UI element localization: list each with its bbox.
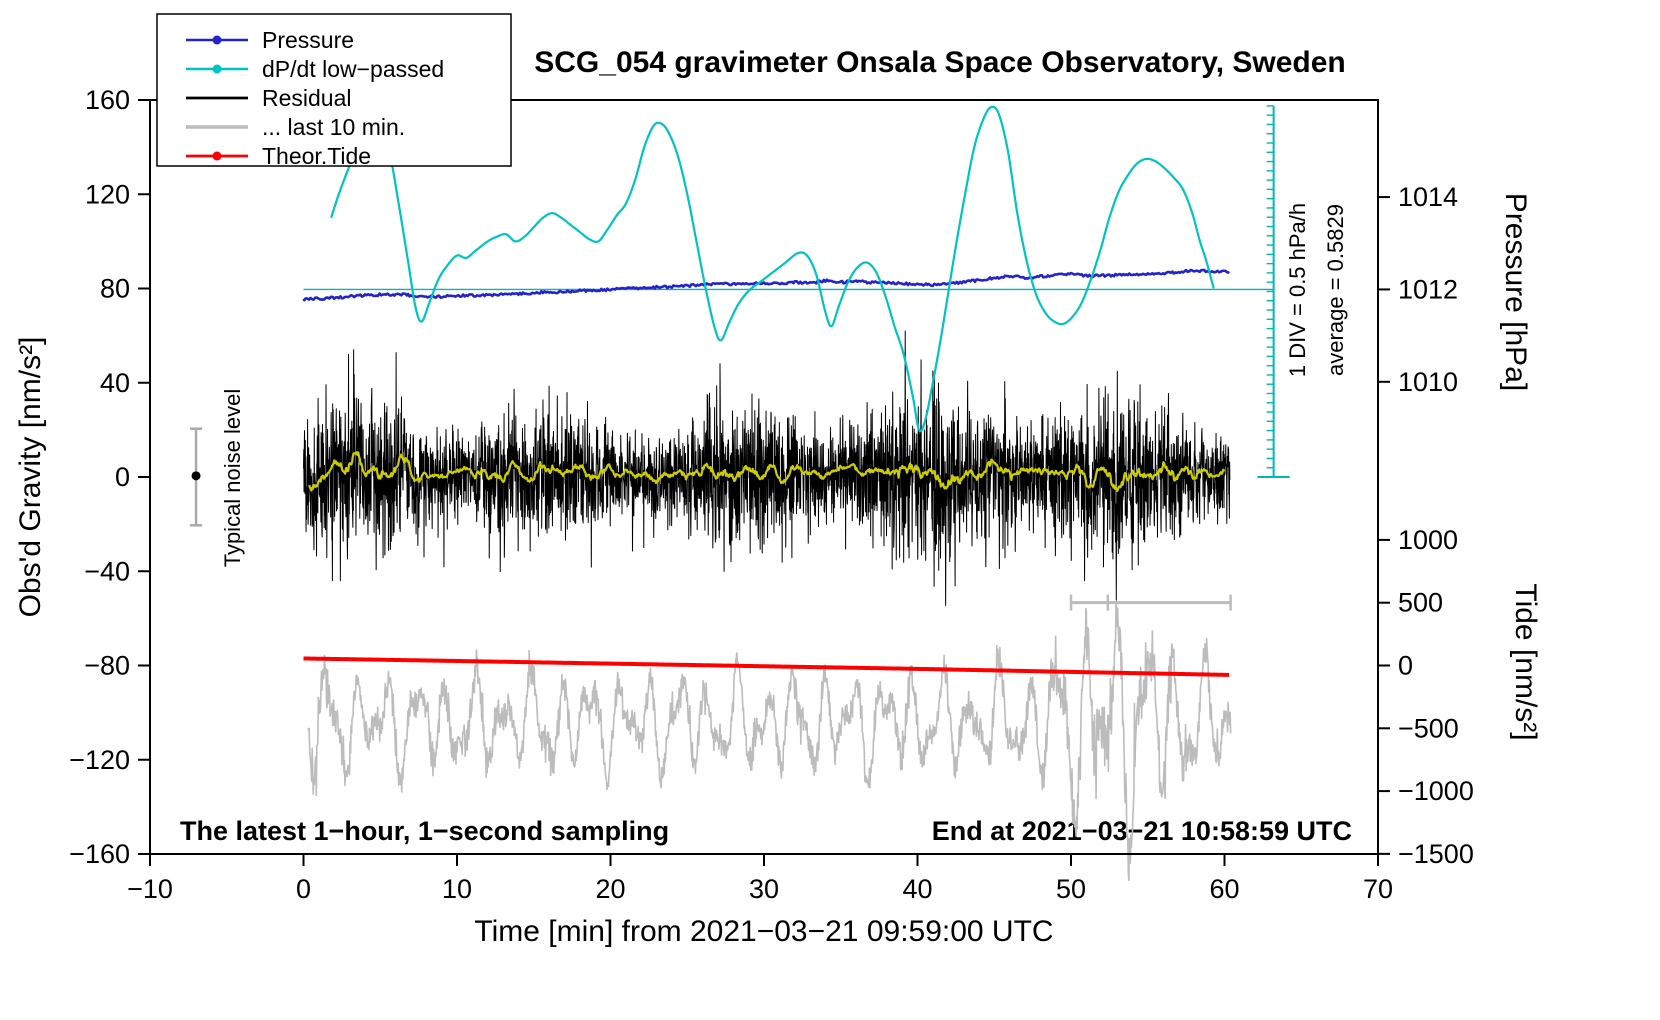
- legend-marker-dot: [212, 64, 222, 74]
- y-left-tick-label: −40: [84, 556, 130, 586]
- series-theor-tide: [303, 656, 1230, 677]
- y-right-tide-label: Tide [nm/s²]: [1509, 583, 1542, 740]
- y-left-tick-label: 0: [115, 462, 130, 492]
- x-tick-label: 0: [296, 874, 311, 904]
- chart-title: SCG_054 gravimeter Onsala Space Observat…: [534, 46, 1346, 79]
- footer-sampling-note: The latest 1−hour, 1−second sampling: [180, 816, 669, 846]
- legend-label: Pressure: [262, 27, 354, 53]
- legend-marker-dot: [212, 35, 222, 45]
- pressure-tick-label: 1012: [1398, 274, 1458, 304]
- series-last-10-min: [307, 601, 1232, 882]
- x-tick-label: −10: [127, 874, 173, 904]
- pressure-tick-label: 1010: [1398, 367, 1458, 397]
- x-tick-label: 50: [1056, 874, 1086, 904]
- series-dpdt-lowpassed: [330, 105, 1215, 433]
- noise-level-note: Typical noise level: [220, 389, 245, 568]
- x-axis-label: Time [min] from 2021−03−21 09:59:00 UTC: [474, 915, 1053, 948]
- div-scale-note: 1 DIV = 0.5 hPa/h: [1285, 203, 1310, 377]
- y-left-tick-label: −80: [84, 651, 130, 681]
- noise-level-dot: [191, 471, 201, 481]
- tide-tick-label: 0: [1398, 651, 1413, 681]
- legend-marker-dot: [212, 151, 222, 161]
- legend-label: ... last 10 min.: [262, 114, 405, 140]
- average-note: average = 0.5829: [1323, 204, 1348, 376]
- footer-end-time: End at 2021−03−21 10:58:59 UTC: [932, 816, 1352, 846]
- y-left-tick-label: 40: [100, 368, 130, 398]
- legend-label: dP/dt low−passed: [262, 56, 444, 82]
- pressure-tick-label: 1014: [1398, 182, 1458, 212]
- y-left-axis-label: Obs'd Gravity [nm/s²]: [14, 337, 47, 618]
- x-tick-label: 10: [442, 874, 472, 904]
- legend-label: Theor.Tide: [262, 143, 371, 169]
- x-tick-label: 40: [902, 874, 932, 904]
- x-tick-label: 70: [1363, 874, 1393, 904]
- y-right-pressure-label: Pressure [hPa]: [1499, 193, 1532, 391]
- x-tick-label: 60: [1209, 874, 1239, 904]
- series-residual: [303, 330, 1231, 606]
- x-tick-label: 20: [595, 874, 625, 904]
- tide-tick-label: −1500: [1398, 839, 1474, 869]
- y-left-tick-label: 120: [85, 179, 130, 209]
- tide-tick-label: 500: [1398, 588, 1443, 618]
- series-pressure: [302, 268, 1231, 302]
- legend-label: Residual: [262, 85, 352, 111]
- tide-tick-label: 1000: [1398, 525, 1458, 555]
- y-left-tick-label: −160: [69, 839, 130, 869]
- tide-tick-label: −500: [1398, 713, 1459, 743]
- y-left-tick-label: 80: [100, 274, 130, 304]
- tide-tick-label: −1000: [1398, 776, 1474, 806]
- x-tick-label: 30: [749, 874, 779, 904]
- series-residual-smoothed: [308, 451, 1226, 493]
- y-left-tick-label: 160: [85, 85, 130, 115]
- y-left-tick-label: −120: [69, 745, 130, 775]
